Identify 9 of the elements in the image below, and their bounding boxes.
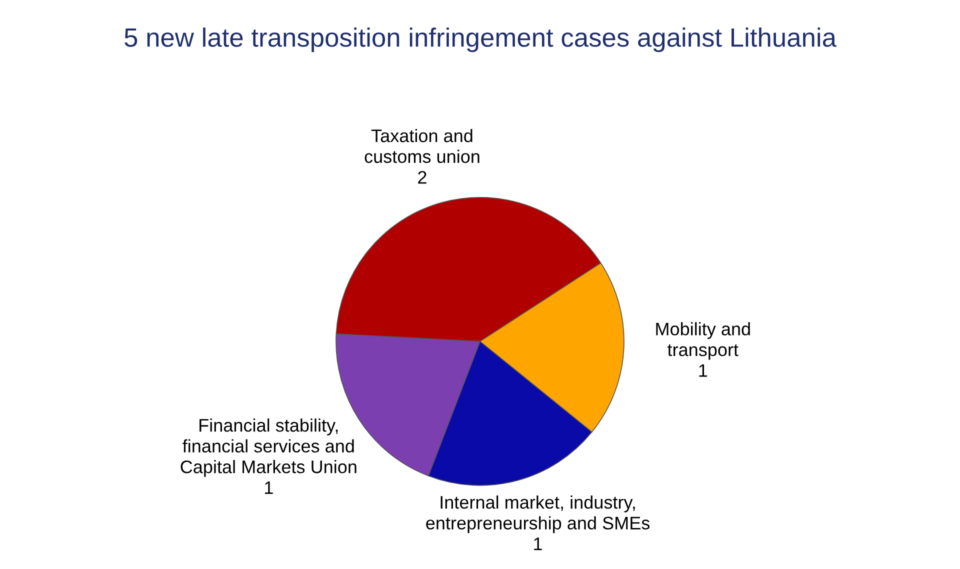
data-label: 1: [699, 364, 708, 377]
data-label: 1: [265, 481, 273, 494]
slice-label: Internal market, industry, entrepreneurship and SMEs: [426, 495, 650, 534]
data-label: 1: [534, 538, 542, 550]
chart-title: 5 new late transposition infringement cases against Lithuania: [124, 28, 836, 52]
data-label: 2: [418, 170, 426, 184]
slice-label: Financial stability, financial services and Capital Markets Union: [180, 418, 356, 477]
slice-label: Mobility and transport: [656, 322, 750, 360]
slice-label: Taxation and customs union: [364, 128, 480, 163]
